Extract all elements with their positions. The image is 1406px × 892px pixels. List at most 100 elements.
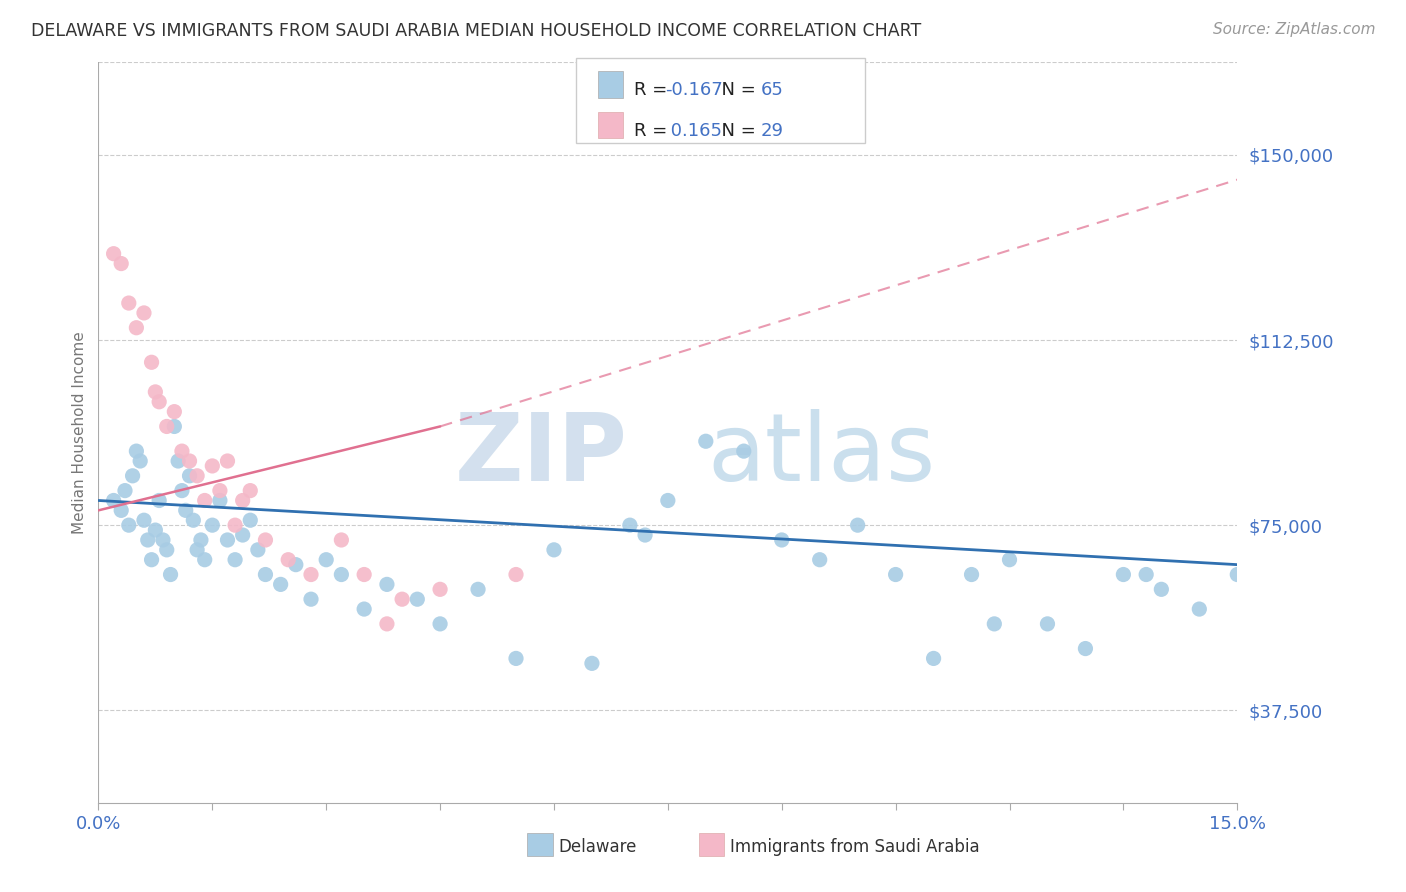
Point bbox=[118, 296, 141, 310]
Point bbox=[224, 518, 246, 533]
Point bbox=[983, 616, 1005, 631]
Text: 65: 65 bbox=[761, 81, 783, 99]
Text: 29: 29 bbox=[761, 122, 783, 140]
Point bbox=[770, 533, 793, 547]
Point bbox=[148, 493, 170, 508]
Point bbox=[156, 419, 179, 434]
Point bbox=[998, 552, 1021, 566]
Point bbox=[277, 552, 299, 566]
Text: -0.167: -0.167 bbox=[665, 81, 723, 99]
Point bbox=[110, 256, 132, 270]
Point bbox=[232, 528, 254, 542]
Point bbox=[1112, 567, 1135, 582]
Point bbox=[152, 533, 174, 547]
Point bbox=[330, 567, 353, 582]
Point bbox=[619, 518, 641, 533]
Point bbox=[103, 493, 125, 508]
Point bbox=[148, 394, 170, 409]
Point bbox=[284, 558, 307, 572]
Point bbox=[174, 503, 197, 517]
Point bbox=[156, 542, 179, 557]
Point bbox=[375, 577, 398, 591]
Text: N =: N = bbox=[710, 122, 762, 140]
Point bbox=[1074, 641, 1097, 656]
Point bbox=[505, 651, 527, 665]
Text: 0.165: 0.165 bbox=[665, 122, 723, 140]
Point bbox=[375, 616, 398, 631]
Point bbox=[201, 458, 224, 473]
Point bbox=[808, 552, 831, 566]
Point bbox=[208, 483, 231, 498]
Point bbox=[110, 503, 132, 517]
Point bbox=[429, 616, 451, 631]
Point bbox=[129, 454, 152, 468]
Text: ZIP: ZIP bbox=[456, 409, 628, 500]
Point bbox=[132, 306, 155, 320]
Point bbox=[695, 434, 717, 449]
Point bbox=[581, 657, 603, 671]
Point bbox=[145, 523, 167, 537]
Point bbox=[201, 518, 224, 533]
Point bbox=[208, 493, 231, 508]
Point bbox=[846, 518, 869, 533]
Point bbox=[884, 567, 907, 582]
Point bbox=[1036, 616, 1059, 631]
Text: N =: N = bbox=[710, 81, 762, 99]
Point bbox=[186, 542, 208, 557]
Point bbox=[163, 419, 186, 434]
Point bbox=[125, 320, 148, 334]
Point bbox=[114, 483, 136, 498]
Point bbox=[657, 493, 679, 508]
Point bbox=[733, 444, 755, 458]
Point bbox=[353, 567, 375, 582]
Point bbox=[179, 454, 201, 468]
Point bbox=[406, 592, 429, 607]
Point bbox=[246, 542, 269, 557]
Point bbox=[505, 567, 527, 582]
Point bbox=[634, 528, 657, 542]
Point bbox=[141, 355, 163, 369]
Text: R =: R = bbox=[634, 122, 673, 140]
Point bbox=[141, 552, 163, 566]
Point bbox=[429, 582, 451, 597]
Point bbox=[1150, 582, 1173, 597]
Point bbox=[136, 533, 159, 547]
Point bbox=[183, 513, 205, 527]
Point bbox=[194, 552, 217, 566]
Point bbox=[121, 468, 143, 483]
Point bbox=[254, 533, 277, 547]
Point bbox=[1135, 567, 1157, 582]
Text: atlas: atlas bbox=[707, 409, 936, 500]
Point bbox=[179, 468, 201, 483]
Point bbox=[118, 518, 141, 533]
Point bbox=[103, 246, 125, 260]
Point bbox=[330, 533, 353, 547]
Point bbox=[159, 567, 181, 582]
Text: Source: ZipAtlas.com: Source: ZipAtlas.com bbox=[1212, 22, 1375, 37]
Point bbox=[239, 483, 262, 498]
Y-axis label: Median Household Income: Median Household Income bbox=[72, 331, 87, 534]
Point bbox=[232, 493, 254, 508]
Text: Delaware: Delaware bbox=[558, 838, 637, 856]
Point bbox=[167, 454, 190, 468]
Point bbox=[132, 513, 155, 527]
Point bbox=[217, 533, 239, 547]
Point bbox=[299, 592, 322, 607]
Point bbox=[224, 552, 246, 566]
Point bbox=[922, 651, 945, 665]
Point bbox=[125, 444, 148, 458]
Text: DELAWARE VS IMMIGRANTS FROM SAUDI ARABIA MEDIAN HOUSEHOLD INCOME CORRELATION CHA: DELAWARE VS IMMIGRANTS FROM SAUDI ARABIA… bbox=[31, 22, 921, 40]
Text: R =: R = bbox=[634, 81, 673, 99]
Point bbox=[960, 567, 983, 582]
Point bbox=[186, 468, 208, 483]
Point bbox=[315, 552, 337, 566]
Point bbox=[194, 493, 217, 508]
Point bbox=[170, 483, 193, 498]
Point bbox=[163, 404, 186, 418]
Point bbox=[353, 602, 375, 616]
Point bbox=[299, 567, 322, 582]
Point bbox=[1226, 567, 1249, 582]
Point bbox=[170, 444, 193, 458]
Point bbox=[190, 533, 212, 547]
Point bbox=[1188, 602, 1211, 616]
